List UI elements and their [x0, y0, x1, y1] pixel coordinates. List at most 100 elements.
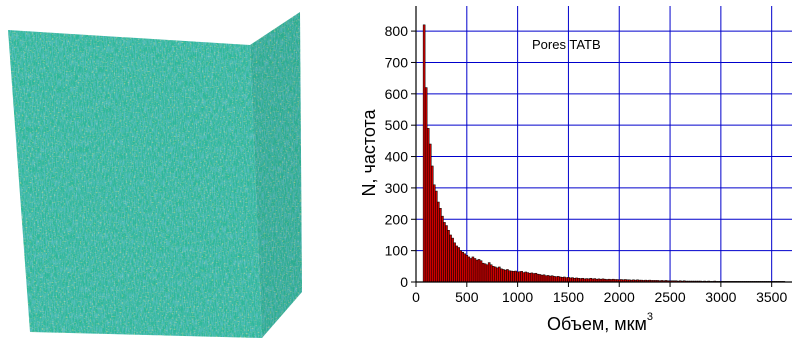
x-tick-label-3500: 3500: [756, 289, 787, 305]
histogram-bar-8: [439, 208, 442, 283]
histogram-bar-31: [485, 264, 489, 283]
histogram-bar-27: [477, 259, 481, 283]
y-tick-label-700: 700: [385, 54, 409, 70]
histogram-chart: 0 500 1000 1500 2000 2500 3000 3500 0 100 200 300 40…: [330, 0, 798, 341]
histogram-bar-9: [441, 215, 444, 283]
x-tick-label-3000: 3000: [705, 289, 736, 305]
y-tick-label-500: 500: [385, 117, 409, 133]
histogram-bar-34: [491, 266, 495, 283]
histogram-bar-12: [447, 230, 450, 283]
histogram-bar-10: [443, 222, 446, 283]
histogram-bar-48: [520, 271, 523, 283]
histogram-bar-7: [437, 201, 440, 283]
histogram-bar-49: [522, 272, 525, 283]
grid: [416, 6, 792, 282]
histogram-bar-44: [512, 271, 515, 283]
histogram-bar-15: [453, 242, 456, 283]
histogram-bar-33: [489, 264, 493, 283]
pore-volume-render: [0, 0, 310, 341]
histogram-bar-66: [557, 276, 560, 283]
histogram-svg: 0 500 1000 1500 2000 2500 3000 3500010020030040…: [359, 6, 792, 334]
histogram-bar-22: [467, 256, 471, 283]
histogram-bar-11: [445, 225, 448, 283]
histogram-bar-41: [506, 269, 509, 283]
histogram-bar-75: [575, 277, 578, 283]
histogram-bar-55: [534, 272, 538, 283]
histogram-bar-40: [504, 269, 507, 283]
histogram-bar-65: [554, 276, 558, 283]
tick-labels: 0 500 1000 1500 2000 2500 3000 3500 0 100 200 300 40…: [385, 23, 788, 305]
histogram-bar-5: [433, 184, 436, 283]
x-tick-label-2000: 2000: [604, 289, 635, 305]
y-tick-label-300: 300: [385, 180, 409, 196]
histogram-bar-24: [471, 256, 475, 283]
y-tick-label-200: 200: [385, 211, 409, 227]
series-annotation: Pores TATB: [532, 37, 601, 52]
histogram-bar-4: [430, 165, 434, 283]
histogram-bar-25: [473, 258, 477, 283]
y-tick-label-800: 800: [385, 23, 409, 39]
histogram-bar-35: [493, 266, 497, 283]
histogram-bar-37: [498, 266, 501, 283]
histogram-bar-50: [524, 271, 528, 283]
histogram-bar-72: [569, 277, 572, 283]
histogram-bar-57: [538, 274, 542, 283]
x-tick-label-2500: 2500: [654, 289, 685, 305]
histogram-bar-52: [528, 272, 532, 283]
axes: [411, 6, 792, 287]
histogram-bar-69: [563, 276, 566, 283]
histogram-bar-68: [561, 277, 564, 283]
histogram-bar-28: [479, 260, 483, 283]
histogram-bar-51: [526, 272, 530, 283]
volume-cube-image: [8, 12, 302, 338]
histogram-bar-29: [481, 262, 485, 283]
y-tick-label-0: 0: [400, 274, 408, 290]
histogram-bar-16: [455, 245, 458, 283]
x-tick-label-1500: 1500: [553, 289, 584, 305]
histogram-bar-6: [435, 190, 438, 283]
histogram-bar-61: [546, 275, 550, 283]
histogram-bar-18: [459, 250, 462, 283]
histogram-bar-13: [449, 234, 452, 283]
histogram-bar-53: [530, 272, 534, 283]
histogram-bar-0: [422, 24, 426, 283]
histogram-bar-32: [487, 262, 491, 283]
histogram-bar-2: [426, 128, 430, 283]
x-axis-label-superscript: 3: [647, 311, 653, 323]
histogram-bar-62: [548, 275, 552, 283]
histogram-bar-56: [536, 273, 540, 283]
x-tick-label-0: 0: [412, 289, 420, 305]
histogram-bar-70: [565, 277, 568, 283]
y-tick-label-100: 100: [385, 243, 409, 259]
x-tick-label-500: 500: [455, 289, 479, 305]
histogram-bar-45: [514, 270, 517, 283]
histogram-bar-39: [502, 269, 505, 283]
bars: [422, 24, 786, 283]
histogram-bar-47: [518, 271, 521, 283]
histogram-bar-30: [483, 263, 487, 283]
histogram-bar-46: [516, 271, 519, 283]
cube-front-face: [8, 30, 262, 338]
histogram-bar-59: [542, 274, 546, 283]
histogram-bar-20: [463, 253, 467, 283]
histogram-bar-14: [451, 237, 454, 283]
histogram-bar-60: [544, 275, 548, 283]
histogram-bar-23: [469, 258, 473, 283]
histogram-bar-67: [559, 276, 562, 283]
histogram-bar-1: [424, 87, 428, 283]
histogram-bar-19: [461, 251, 465, 283]
histogram-bar-3: [428, 143, 432, 283]
histogram-bar-54: [532, 273, 536, 283]
histogram-bar-71: [567, 277, 570, 283]
x-axis-label: Объем, мкм3: [547, 311, 653, 334]
histogram-bar-43: [510, 270, 513, 283]
histogram-bar-42: [508, 270, 511, 283]
histogram-bar-63: [550, 275, 554, 283]
x-axis-label-main: Объем, мкм: [547, 314, 647, 334]
histogram-bar-73: [571, 277, 574, 283]
histogram-bar-38: [500, 268, 503, 283]
x-tick-label-1000: 1000: [502, 289, 533, 305]
histogram-bar-26: [475, 259, 479, 283]
histogram-bar-64: [552, 276, 556, 283]
y-tick-label-400: 400: [385, 149, 409, 165]
